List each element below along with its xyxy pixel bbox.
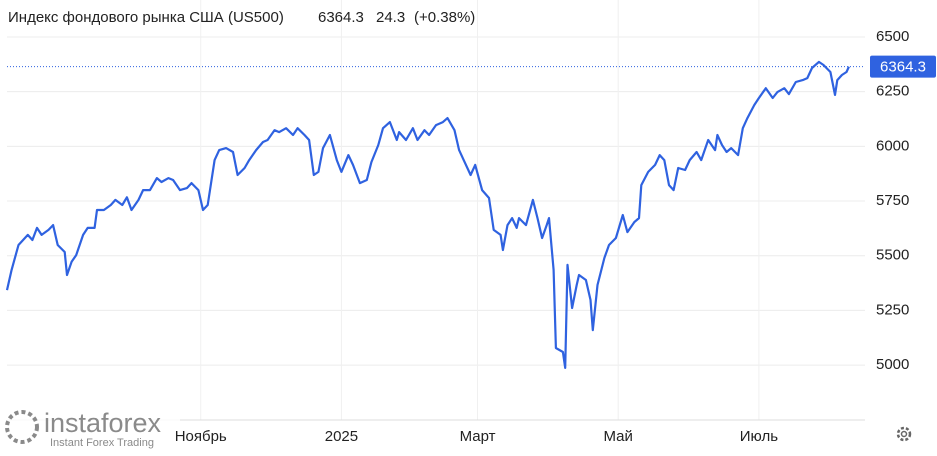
price-line [5,60,850,369]
settings-button[interactable] [896,426,912,442]
header-price: 6364.3 [318,9,364,26]
header-change: 24.3 [376,9,405,26]
x-tick-label: Март [460,428,496,445]
header-change-pct: (+0.38%) [414,9,475,26]
gear-hub [900,430,908,438]
y-tick-label: 5000 [876,356,909,373]
last-price-label: 6364.3 [880,59,926,76]
x-tick-label: Май [604,428,633,445]
x-tick-label: Ноябрь [175,428,227,445]
last-price-box [870,55,936,78]
y-tick-label: 5750 [876,192,909,209]
x-tick-label: Июль [740,428,778,445]
watermark-tagline: Instant Forex Trading [50,437,154,449]
y-tick-label: 6000 [876,137,909,154]
y-tick-label: 6500 [876,28,909,45]
watermark-brand: instaforex [44,408,162,438]
gear-teeth [896,426,912,442]
watermark: instaforex Instant Forex Trading [0,405,180,451]
watermark-icon [5,410,39,444]
x-tick-label: 2025 [325,428,358,445]
chart-title: Индекс фондового рынка США (US500) [8,9,284,26]
y-tick-label: 6250 [876,83,909,100]
y-tick-label: 5250 [876,301,909,318]
y-tick-label: 5500 [876,247,909,264]
